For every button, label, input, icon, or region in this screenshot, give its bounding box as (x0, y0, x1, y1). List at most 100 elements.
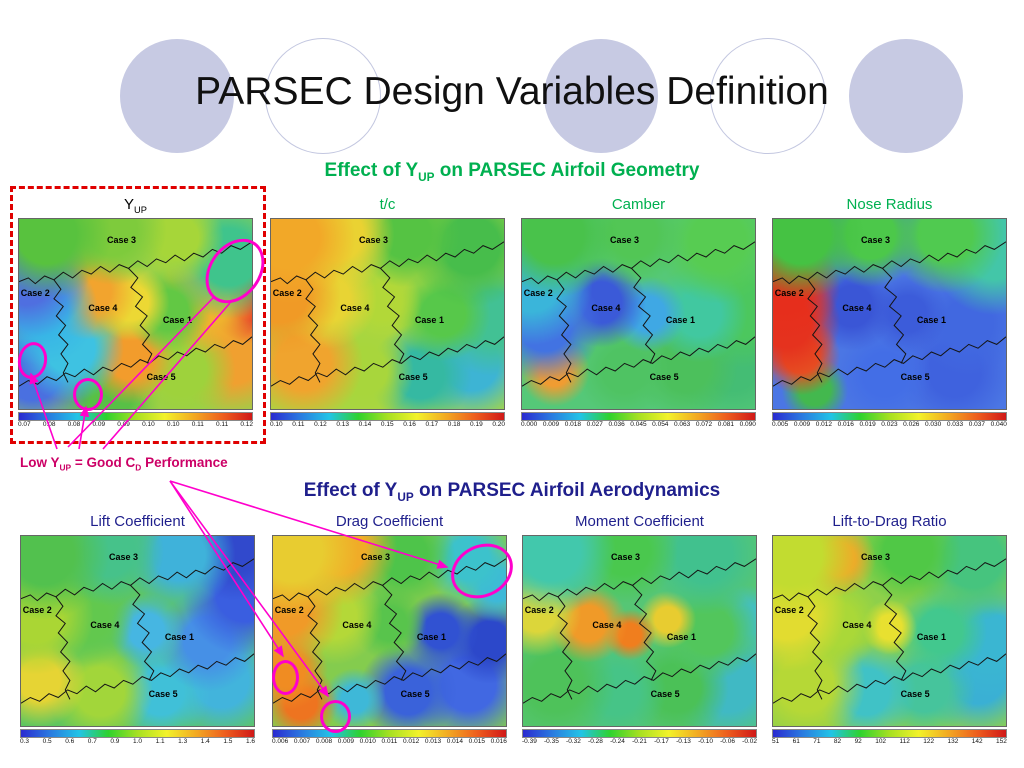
heading-aero-sub: UP (397, 490, 414, 504)
tick-label: 0.9 (110, 738, 120, 745)
tick-label: 0.7 (87, 738, 97, 745)
case-label: Case 2 (272, 288, 302, 299)
tick-label: -0.17 (654, 738, 669, 745)
map-panel-moment: Moment Coefficient Case 3 Case 2 Case 4 Cas… (522, 513, 757, 746)
tick-label: 0.007 (293, 738, 311, 745)
case-label: Case 3 (861, 551, 891, 562)
case-label: Case 2 (20, 288, 50, 299)
highlight-ellipse (73, 378, 103, 411)
case-label: Case 3 (611, 551, 641, 562)
tick-label: 82 (833, 738, 842, 745)
tick-label: 0.005 (772, 421, 789, 428)
tick-label: 0.10 (270, 421, 283, 428)
contour-map: Case 3 Case 2 Case 4 Case 1 Case 5 (772, 535, 1007, 727)
case-label: Case 1 (164, 631, 194, 642)
heading-aero: Effect of YUP on PARSEC Airfoil Aerodyna… (0, 480, 1024, 504)
tick-label: 0.014 (446, 738, 464, 745)
panel-label: Moment Coefficient (522, 513, 757, 532)
map-panel-lift: Lift Coefficient Case 3 Case 2 Case 4 Case … (20, 513, 255, 746)
tick-label: -0.32 (566, 738, 581, 745)
colorbar: 51 61 71 82 92 102 112 122 132 142 152 (772, 729, 1007, 746)
tick-label: 0.072 (695, 421, 713, 428)
tick-label: 1.4 (200, 738, 210, 745)
tick-label: 0.5 (42, 738, 52, 745)
case-label: Case 1 (916, 631, 946, 642)
panel-label: t/c (270, 196, 505, 215)
tick-label: 0.033 (946, 421, 964, 428)
tick-label: 0.009 (542, 421, 560, 428)
panel-label: Lift-to-Drag Ratio (772, 513, 1007, 532)
tick-label: 0.012 (402, 738, 420, 745)
colorbar-gradient (521, 412, 756, 421)
colorbar: 0.000 0.009 0.018 0.027 0.036 0.045 0.054 0.063… (521, 412, 756, 429)
tick-label: 71 (813, 738, 821, 745)
tick-label: 122 (923, 738, 935, 745)
tick-label: 0.016 (490, 738, 507, 745)
map-panel-nose-radius: Nose Radius Case 3 Case 2 Case 4 Case 1 Case… (772, 196, 1007, 429)
case-label: Case 4 (342, 620, 372, 631)
heading-aero-text: Effect of Y (303, 480, 398, 501)
tick-label: 0.10 (142, 421, 155, 428)
tick-label: 152 (996, 738, 1007, 745)
tick-label: 0.040 (990, 421, 1007, 428)
colorbar-gradient (272, 729, 507, 738)
case-label: Case 1 (416, 631, 446, 642)
case-label: Case 2 (22, 605, 52, 616)
tick-label: -0.28 (588, 738, 603, 745)
tick-label: 0.17 (425, 421, 439, 428)
tick-label: 0.16 (403, 421, 416, 428)
annotation-sub1: UP (59, 462, 72, 473)
panel-label-text: Moment Coefficient (575, 513, 704, 530)
case-label: Case 2 (274, 605, 304, 616)
case-label: Case 3 (610, 234, 640, 245)
tick-label: 0.026 (903, 421, 920, 428)
annotation-text: Low YUP = Good CD Performance (20, 455, 228, 473)
map-panel-camber: Camber Case 3 Case 2 Case 4 Case 1 Case 5 0.… (521, 196, 756, 429)
colorbar: 0.005 0.009 0.012 0.016 0.019 0.023 0.026 0.030… (772, 412, 1007, 429)
page-title: PARSEC Design Variables Definition (195, 70, 829, 113)
tick-label: 0.090 (739, 421, 756, 428)
map-panel-tc: t/c Case 3 Case 2 Case 4 Case 1 Case 5 0.10 0… (270, 196, 505, 429)
panel-label-text: Drag Coefficient (335, 513, 444, 530)
tick-label: 0.15 (380, 421, 394, 428)
colorbar-gradient (772, 729, 1007, 738)
tick-label: 1.1 (155, 738, 165, 745)
decorative-circle (120, 39, 234, 153)
decorative-circle (710, 38, 826, 154)
tick-label: -0.39 (522, 738, 537, 745)
heading-geometry: Effect of YUP on PARSEC Airfoil Geometry (0, 160, 1024, 184)
tick-label: -0.24 (610, 738, 625, 745)
tick-label: 0.07 (18, 421, 31, 428)
tick-label: 0.015 (468, 738, 485, 745)
tick-label: 0.006 (272, 738, 289, 745)
tick-label: 1.5 (223, 738, 233, 745)
case-label: Case 5 (900, 371, 930, 382)
tick-label: 0.011 (381, 738, 398, 745)
tick-label: 0.20 (492, 421, 505, 428)
case-label: Case 4 (842, 620, 872, 631)
panel-label: Lift Coefficient (20, 513, 255, 532)
decorative-circle (544, 39, 658, 153)
tick-label: 0.10 (166, 421, 180, 428)
tick-label: 0.045 (630, 421, 647, 428)
case-label: Case 5 (398, 371, 428, 382)
case-label: Case 4 (88, 303, 118, 314)
tick-label: -0.10 (698, 738, 713, 745)
tick-label: -0.21 (632, 738, 647, 745)
colorbar: 0.3 0.5 0.6 0.7 0.9 1.0 1.1 1.3 1.4 1.5 1.6 (20, 729, 255, 746)
tick-label: 0.009 (793, 421, 811, 428)
colorbar-gradient (522, 729, 757, 738)
case-label: Case 5 (400, 688, 430, 699)
panel-label-sub: UP (134, 205, 147, 215)
tick-label: -0.13 (676, 738, 691, 745)
case-label: Case 4 (842, 303, 872, 314)
contour-map: Case 3 Case 2 Case 4 Case 1 Case 5 (18, 218, 253, 410)
case-label: Case 3 (359, 234, 389, 245)
tick-label: 92 (854, 738, 862, 745)
annotation-mid: = Good C (71, 455, 136, 470)
tick-label: 0.010 (359, 738, 376, 745)
heading-aero-rest: on PARSEC Airfoil Aerodynamics (413, 480, 721, 501)
contour-map: Case 3 Case 2 Case 4 Case 1 Case 5 (20, 535, 255, 727)
case-label: Case 5 (650, 688, 680, 699)
